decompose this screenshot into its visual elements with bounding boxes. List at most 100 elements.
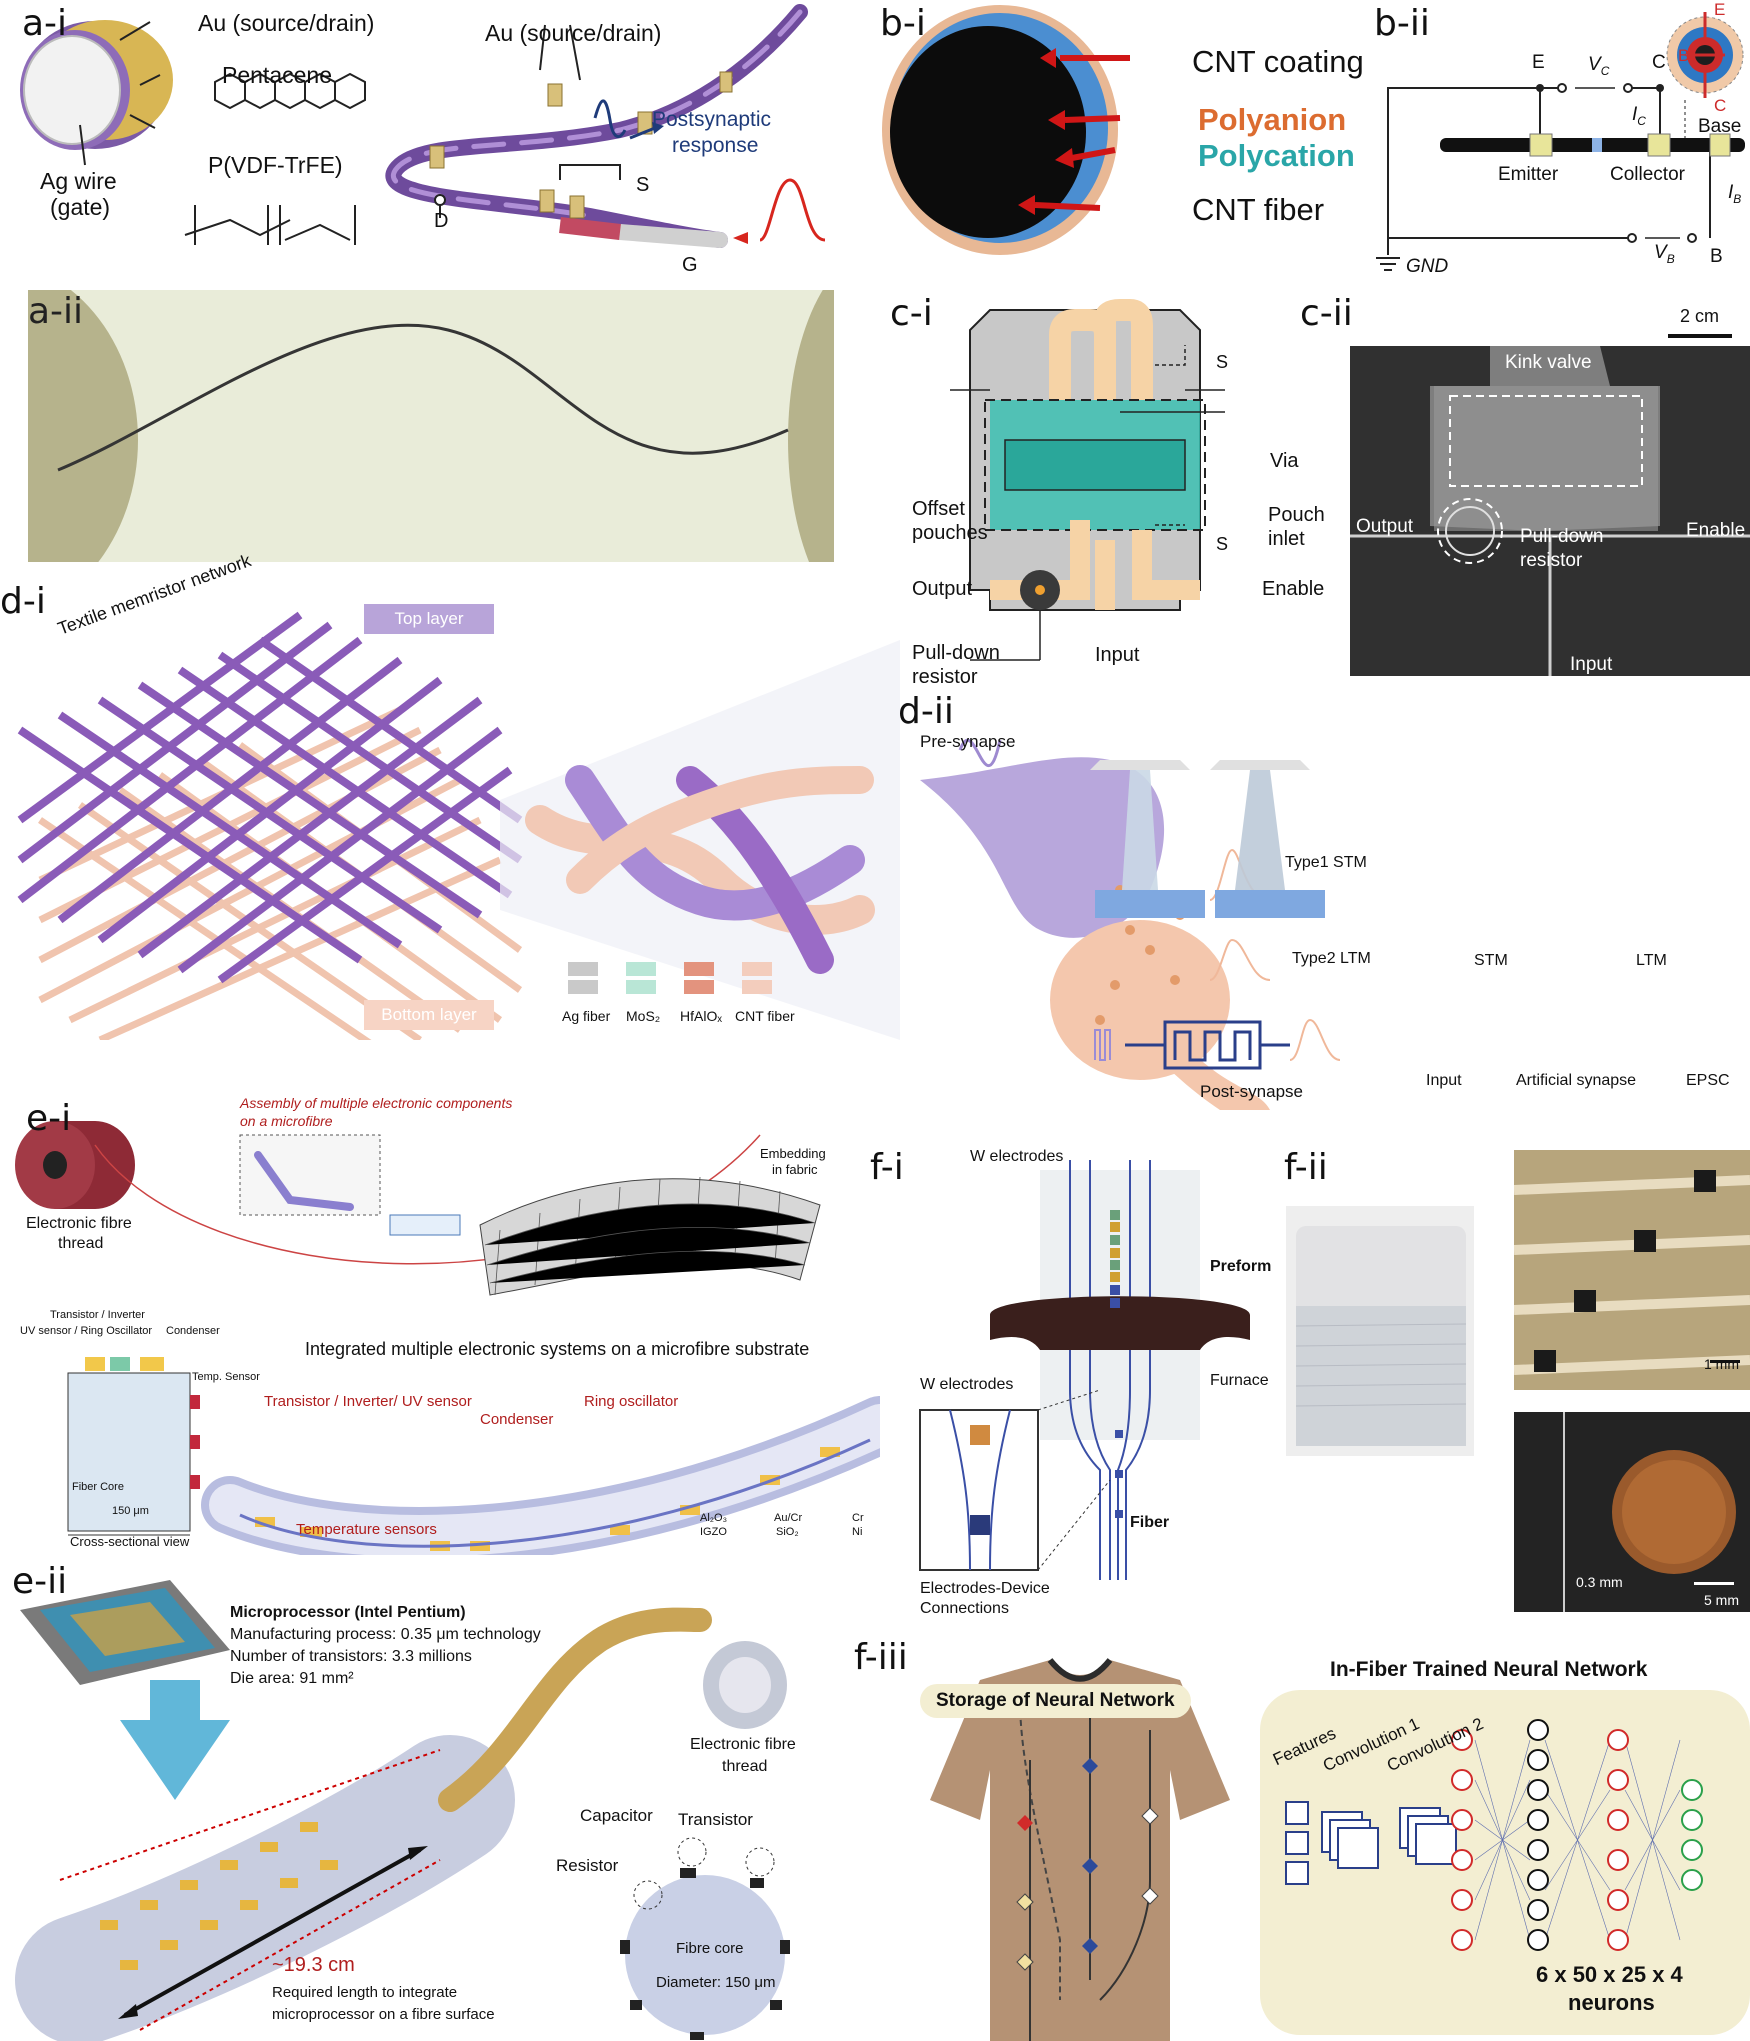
w-electrodes-top-label: W electrodes [970, 1148, 1064, 1165]
micro-title: Microprocessor (Intel Pentium) [230, 1604, 466, 1621]
ring-oscillator-label: Ring oscillator [584, 1393, 679, 1410]
postsynaptic-label: Postsynaptic [652, 108, 772, 131]
connections-label: Connections [920, 1600, 1009, 1617]
embedding-label: Embedding [760, 1146, 826, 1161]
pulldown-label: Pull-down [912, 642, 1000, 664]
inset-c: C [1714, 96, 1727, 115]
required-label-1: Required length to integrate [272, 1984, 458, 2001]
panel-f-i-label: f-i [870, 1147, 904, 1188]
top-layer-badge: Top layer [364, 604, 494, 634]
panel-d-ii: d-ii Pre-synapse Post-synapse Type1 STM … [890, 690, 1750, 1110]
legend-aucr: Au/Cr [774, 1512, 803, 1524]
e-ii-illustration [15, 1580, 790, 2041]
ib-label: IB [1728, 182, 1742, 206]
panel-c-i: c-i S S Via Offset pouches Pouch inlet O… [880, 290, 1325, 690]
emitter-label: Emitter [1498, 164, 1559, 185]
vc-label: VC [1588, 54, 1610, 78]
offset-label: Offset [912, 498, 965, 520]
f-ii-spool-photo [1286, 1206, 1474, 1456]
via-label: Via [1270, 450, 1299, 472]
legend-sio2: SiO₂ [776, 1526, 799, 1538]
pulldown-label-photo: Pull-down [1520, 526, 1604, 547]
panel-a-i: a-i Au (source/drain) Pentacene Ag wire … [0, 0, 860, 290]
f-ii-penny-photo [1514, 1412, 1750, 1612]
f-ii-zoom-photo [1514, 1150, 1750, 1390]
microfibre-label: on a microfibre [240, 1113, 333, 1129]
transistor-inverter-label: Transistor / Inverter [50, 1309, 145, 1321]
panel-d-i: d-i Textile memristor network Top layer … [0, 550, 900, 1040]
resistor-label: resistor [912, 666, 978, 688]
neurons-label: neurons [1568, 1990, 1655, 2015]
d-i-legend-swatches [568, 962, 772, 994]
panel-e-i-label: e-i [26, 1098, 72, 1139]
base-label: Base [1698, 116, 1742, 137]
panel-f-ii-label: f-ii [1284, 1147, 1328, 1188]
legend-cnt-fiber: CNT fiber [735, 1008, 795, 1024]
neurons-count-label: 6 x 50 x 25 x 4 [1536, 1962, 1683, 1987]
panel-e-ii-label: e-ii [12, 1561, 68, 1602]
b-ii-circuit [1376, 12, 1745, 271]
legend-ag-fiber: Ag fiber [562, 1008, 611, 1024]
collector-label: Collector [1610, 164, 1685, 185]
electrodes-device-label: Electrodes-Device [920, 1580, 1050, 1597]
capacitor-label: Capacitor [580, 1806, 653, 1825]
legend-al2o3: Al₂O₃ [700, 1512, 728, 1524]
electronic-fibre-label: Electronic fibre [26, 1215, 132, 1232]
condenser-label: Condenser [480, 1411, 554, 1428]
panel-b-i-label: b-i [880, 3, 926, 44]
vb-label: VB [1654, 242, 1675, 266]
in-fabric-label: in fabric [772, 1162, 818, 1177]
gnd-label: GND [1406, 256, 1449, 277]
c-i-diagram [950, 299, 1225, 661]
pouch-inlet-label: Pouch [1268, 504, 1325, 526]
polyanion-label: Polyanion [1198, 102, 1347, 137]
ag-wire-label: Ag wire [40, 168, 117, 194]
fibre-core-label: Fibre core [676, 1940, 744, 1957]
panel-b-i: b-i CNT coating Polyanion Polycation CNT… [860, 0, 1380, 290]
legend-igzo: IGZO [700, 1526, 727, 1538]
kink-valve-label: Kink valve [1505, 352, 1592, 373]
au-source-drain-label-2: Au (source/drain) [485, 20, 662, 46]
transistor-label: Transistor [678, 1810, 753, 1829]
required-label-2: microprocessor on a fibre surface [272, 2006, 495, 2023]
condenser-small-label: Condenser [166, 1325, 220, 1337]
fiber-label: Fiber [1130, 1514, 1170, 1531]
panel-e-ii: e-ii Microprocessor (Intel Pentium) Manu… [0, 1560, 880, 2041]
transistors-count-label: Number of transistors: 3.3 millions [230, 1648, 472, 1665]
cnt-coating-label: CNT coating [1192, 44, 1364, 79]
length-label: ~19.3 cm [272, 1954, 355, 1976]
legend-cr: Cr [852, 1512, 864, 1524]
epsc-label: EPSC [1686, 1072, 1730, 1089]
storage-badge: Storage of Neural Network [920, 1684, 1191, 1718]
f-iii-illustration [930, 1658, 1750, 2041]
pvdf-label: P(VDF-TrFE) [208, 152, 343, 178]
node-e: E [1532, 52, 1545, 73]
width-label: 150 μm [112, 1505, 149, 1517]
scale-bar-2cm [1668, 334, 1732, 338]
type2-ltm-label: Type2 LTM [1292, 950, 1371, 967]
panel-c-i-label: c-i [890, 293, 933, 334]
enable-label: Enable [1262, 578, 1325, 600]
inset-b: B [1678, 46, 1690, 65]
panel-d-ii-label: d-ii [898, 691, 954, 732]
post-synapse-label: Post-synapse [1200, 1082, 1303, 1101]
node-c: C [1652, 52, 1666, 73]
node-b: B [1710, 246, 1723, 267]
a-i-illustration [20, 4, 826, 248]
thread-label: thread [58, 1235, 104, 1252]
au-source-drain-label: Au (source/drain) [198, 10, 375, 36]
c-ii-photo [1350, 346, 1750, 676]
diameter-label: Diameter: 150 μm [656, 1974, 776, 1991]
panel-c-ii-label: c-ii [1300, 293, 1353, 334]
legend-ni: Ni [852, 1526, 863, 1538]
panel-b-ii: b-ii E C B VC IC IB VB Base Emitter Coll… [1370, 0, 1750, 290]
furnace-label: Furnace [1210, 1372, 1269, 1389]
d-ii-illustration [920, 738, 1341, 1110]
temp-sensor-label: Temp. Sensor [192, 1371, 260, 1383]
d-i-illustration [17, 611, 900, 1040]
panel-e-i: e-i Assembly of multiple electronic comp… [0, 1095, 880, 1555]
transistor-uv-label: Transistor / Inverter/ UV sensor [264, 1393, 472, 1410]
ic-label: IC [1632, 104, 1646, 128]
scale-5mm-label: 5 mm [1704, 1592, 1739, 1608]
enable-label-photo: Enable [1686, 520, 1746, 541]
